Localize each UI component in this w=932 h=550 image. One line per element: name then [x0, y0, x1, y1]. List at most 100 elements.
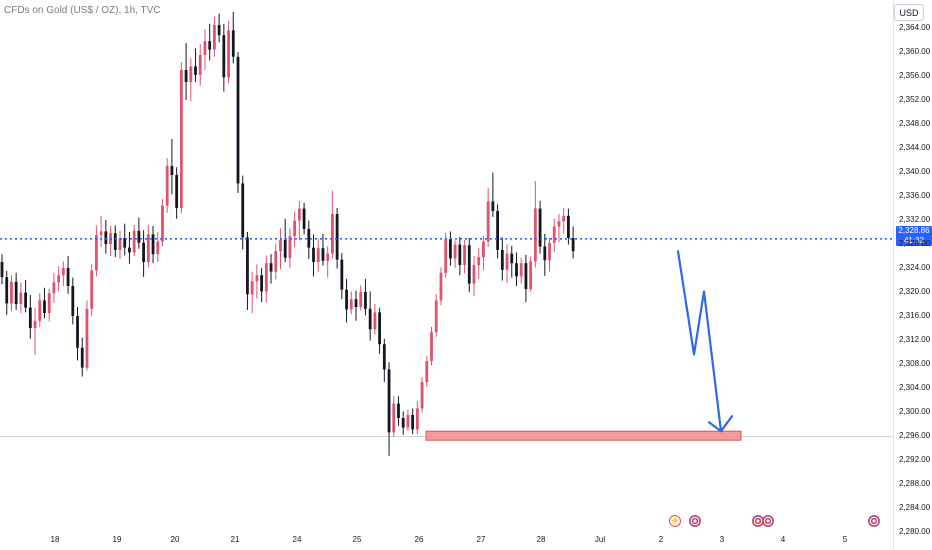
candle: [146, 224, 150, 268]
candle: [335, 208, 339, 269]
candle: [241, 175, 245, 250]
price-tick-label: 2,360.00: [899, 47, 931, 56]
candle-body: [123, 238, 127, 248]
chart-frame: [0, 0, 894, 550]
candle: [538, 200, 542, 254]
candle: [66, 256, 70, 294]
candle-body: [382, 344, 386, 370]
candle: [397, 396, 400, 426]
price-tick-label: 2,316.00: [899, 311, 931, 320]
candle: [453, 240, 457, 268]
candle-body: [5, 277, 9, 304]
candle-body: [392, 403, 396, 433]
candle: [496, 204, 499, 259]
time-tick-label: 4: [780, 535, 786, 544]
candle-body: [151, 234, 155, 255]
candle-body: [208, 41, 212, 50]
us-flag-icon[interactable]: [868, 515, 880, 527]
candle: [349, 291, 353, 315]
candle: [552, 218, 556, 252]
candle-body: [288, 236, 292, 258]
candle-body: [24, 292, 27, 308]
candle-body: [231, 30, 235, 57]
candle: [458, 236, 462, 276]
candle-body: [453, 244, 457, 259]
candle: [123, 223, 127, 256]
candle: [387, 362, 391, 456]
candle: [246, 232, 249, 310]
candle: [43, 287, 46, 319]
chart-title: CFDs on Gold (US$ / OZ), 1h, TVC: [4, 5, 161, 16]
candle-body: [434, 300, 438, 333]
candle-body: [283, 239, 287, 258]
candle-body: [236, 56, 240, 184]
price-tick-label: 2,340.00: [899, 167, 931, 176]
candle-body: [179, 70, 183, 208]
candle: [279, 228, 282, 270]
price-tick-label: 2,304.00: [899, 383, 931, 392]
candle-body: [222, 35, 226, 78]
candle: [113, 225, 117, 258]
candle: [406, 409, 410, 431]
candle-body: [397, 403, 400, 418]
candle: [90, 263, 94, 316]
candle: [38, 293, 42, 327]
candle-body: [19, 292, 23, 304]
candle: [52, 272, 56, 303]
projection-arrow-layer: [676, 250, 734, 433]
candle-body: [156, 241, 160, 255]
candle-body: [373, 312, 377, 330]
candle-body: [349, 299, 353, 310]
candle-body: [184, 70, 188, 82]
candle-body: [307, 229, 311, 248]
candle-body: [14, 281, 18, 304]
candle: [288, 228, 292, 268]
candle: [439, 267, 443, 306]
candle-body: [533, 208, 537, 262]
candle: [307, 220, 311, 259]
candle-body: [302, 208, 306, 229]
us-flag-icon[interactable]: [762, 515, 774, 527]
candle: [132, 224, 136, 256]
candle-body: [430, 332, 433, 361]
last-price-value: 2,328.86: [898, 226, 930, 235]
candle-body: [340, 259, 344, 290]
last-price-tag: 2,328.86 41:32: [896, 226, 932, 246]
time-tick-label: 18: [50, 535, 60, 544]
candle-body: [548, 242, 551, 261]
candle-body: [76, 316, 79, 348]
candle: [175, 167, 179, 219]
candle: [354, 290, 358, 321]
candle-body: [217, 25, 221, 36]
currency-button[interactable]: USD: [894, 4, 924, 21]
candle-body: [359, 292, 363, 307]
candle-body: [175, 175, 179, 208]
candle-body: [33, 320, 37, 328]
candle-body: [43, 300, 46, 313]
candle-body: [260, 275, 263, 292]
candle-body: [562, 215, 566, 222]
candle: [264, 255, 268, 303]
candle-body: [90, 270, 94, 309]
candle-body: [104, 231, 108, 244]
candle-body: [378, 312, 381, 345]
candle-body: [142, 242, 145, 262]
projection-path: [676, 250, 723, 433]
lightning-icon[interactable]: ⚡: [669, 515, 681, 527]
candle: [203, 29, 207, 70]
us-flag-icon[interactable]: [689, 515, 701, 527]
candle: [463, 239, 466, 274]
candle: [217, 13, 221, 43]
candle: [5, 271, 9, 315]
candle: [194, 48, 197, 82]
candle-body: [420, 382, 424, 409]
candle: [236, 52, 240, 193]
candle: [95, 225, 98, 277]
candle-body: [264, 263, 268, 292]
time-tick-label: 5: [842, 535, 848, 544]
candle: [510, 245, 514, 278]
candle-body: [505, 253, 509, 270]
candle: [208, 23, 212, 61]
price-tick-label: 2,332.00: [899, 215, 931, 224]
